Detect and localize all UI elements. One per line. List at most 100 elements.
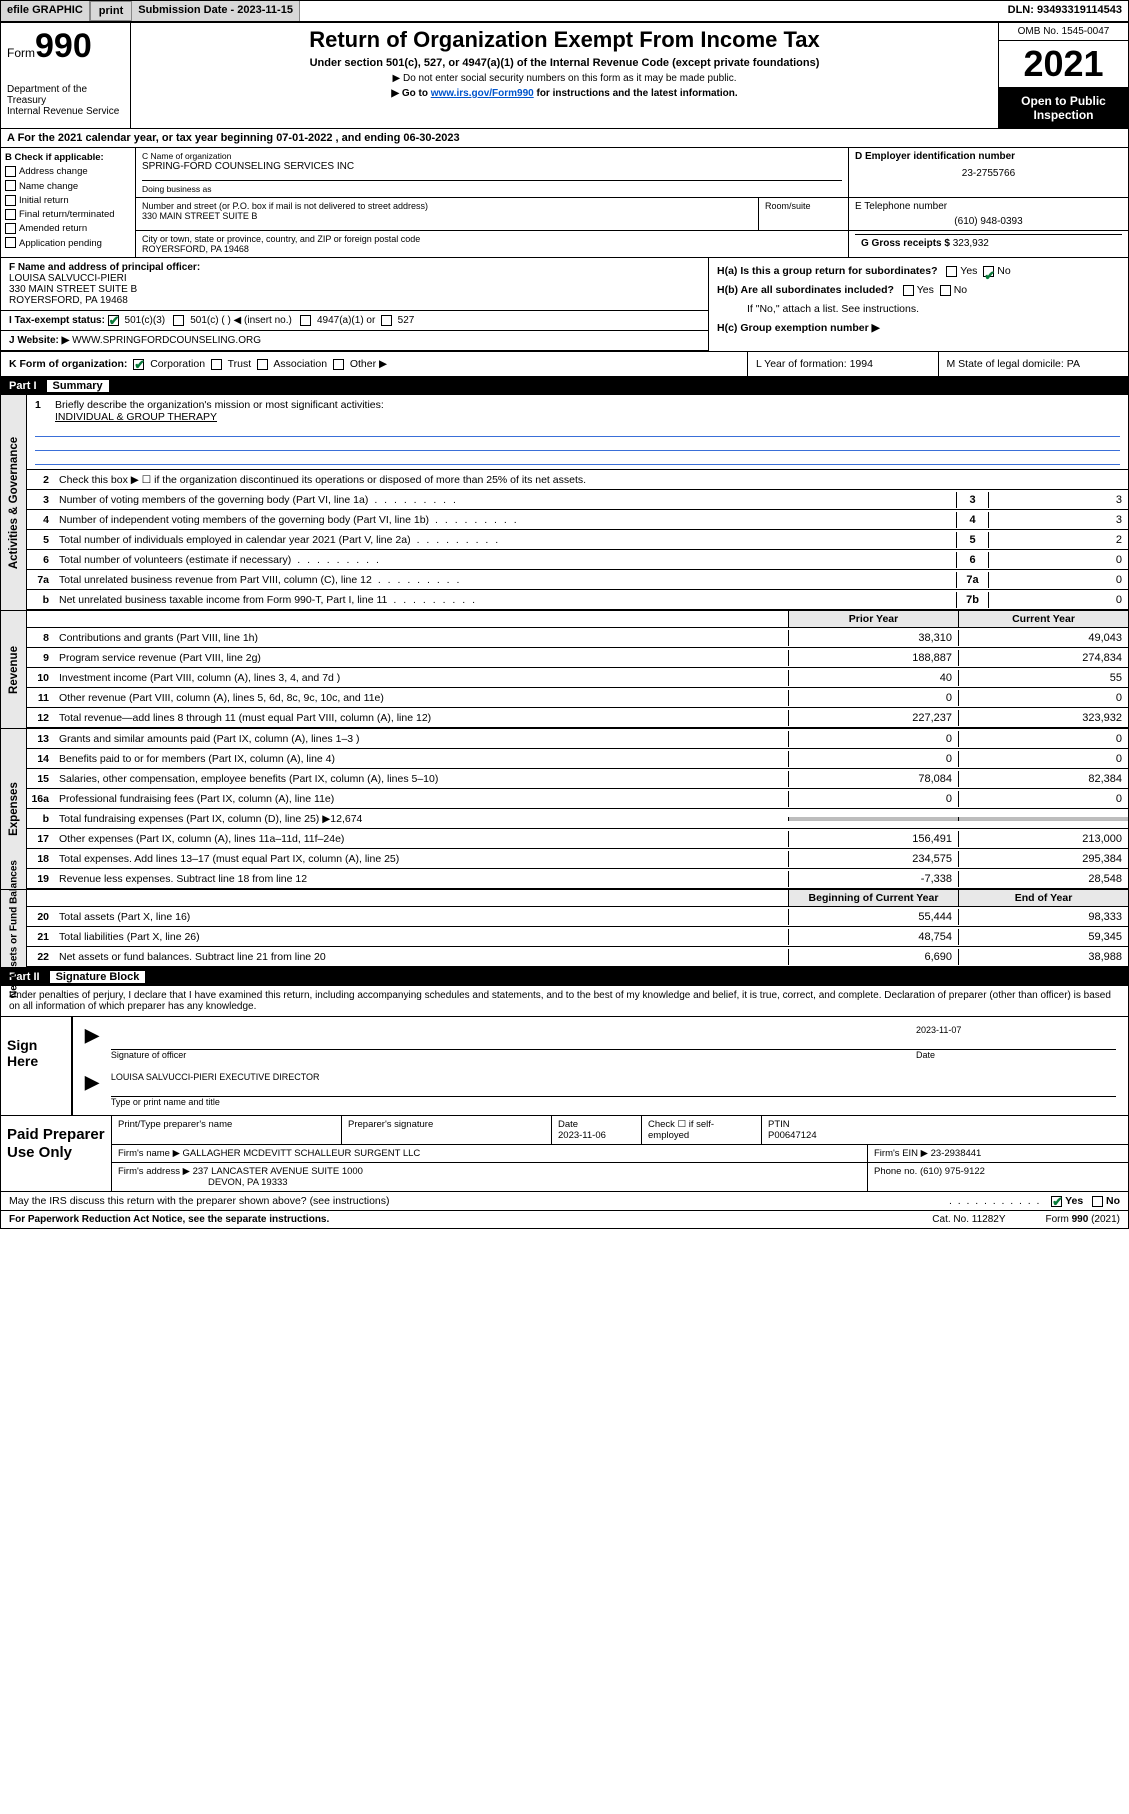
cb-address-change[interactable]: Address change <box>5 165 131 179</box>
discuss-row: May the IRS discuss this return with the… <box>1 1192 1128 1211</box>
footer: For Paperwork Reduction Act Notice, see … <box>1 1211 1128 1228</box>
paid-label: Paid Preparer Use Only <box>1 1116 111 1191</box>
firm-name: GALLAGHER MCDEVITT SCHALLEUR SURGENT LLC <box>183 1148 421 1159</box>
cb-ha-yes[interactable] <box>946 266 957 277</box>
street-box: Number and street (or P.O. box if mail i… <box>136 198 758 230</box>
org-name: SPRING-FORD COUNSELING SERVICES INC <box>142 161 842 172</box>
data-row-10: 10Investment income (Part VIII, column (… <box>27 668 1128 688</box>
block-f-to-k: F Name and address of principal officer:… <box>1 258 1128 352</box>
paid-row3: Firm's address ▶ 237 LANCASTER AVENUE SU… <box>112 1163 1128 1191</box>
col-c-to-g: C Name of organization SPRING-FORD COUNS… <box>136 148 1128 257</box>
cb-ha-no[interactable] <box>983 266 994 277</box>
firm-addr: 237 LANCASTER AVENUE SUITE 1000 <box>193 1166 363 1177</box>
mission-text: INDIVIDUAL & GROUP THERAPY <box>35 411 1120 423</box>
summary-row-7a: 7aTotal unrelated business revenue from … <box>27 570 1128 590</box>
sign-here-label: Sign Here <box>1 1017 71 1115</box>
data-row-9: 9Program service revenue (Part VIII, lin… <box>27 648 1128 668</box>
data-row-21: 21Total liabilities (Part X, line 26)48,… <box>27 927 1128 947</box>
line-f: F Name and address of principal officer:… <box>1 258 708 311</box>
cb-discuss-yes[interactable] <box>1051 1196 1062 1207</box>
spacer <box>300 1 1002 21</box>
officer-printed: LOUISA SALVUCCI-PIERI EXECUTIVE DIRECTOR <box>111 1072 1116 1082</box>
block-b-to-h: B Check if applicable: Address change Na… <box>1 148 1128 258</box>
cat-no: Cat. No. 11282Y <box>932 1214 1005 1225</box>
dept-treasury: Department of the Treasury <box>7 84 124 106</box>
line-i: I Tax-exempt status: 501(c)(3) 501(c) ( … <box>1 311 708 331</box>
note-ssn: ▶ Do not enter social security numbers o… <box>139 73 990 84</box>
rev-header: Prior Year Current Year <box>27 611 1128 628</box>
cb-hb-no[interactable] <box>940 285 951 296</box>
sub-date-label: Submission Date - 2023-11-15 <box>132 1 300 21</box>
sign-date: 2023-11-07 <box>916 1025 1116 1035</box>
arrow-icon: ▶ <box>79 1070 105 1109</box>
line-k: K Form of organization: Corporation Trus… <box>1 352 748 376</box>
form-subtitle: Under section 501(c), 527, or 4947(a)(1)… <box>139 57 990 69</box>
prep-date: 2023-11-06 <box>558 1130 606 1141</box>
cb-corp[interactable] <box>133 359 144 370</box>
header-left: Form990 Department of the Treasury Inter… <box>1 23 131 128</box>
summary-row-3: 3Number of voting members of the governi… <box>27 490 1128 510</box>
form-page: Form 990 (2021) <box>1046 1214 1121 1225</box>
cb-other[interactable] <box>333 359 344 370</box>
side-netassets: Net Assets or Fund Balances <box>8 860 19 998</box>
cb-501c3[interactable] <box>108 315 119 326</box>
dln: DLN: 93493319114543 <box>1002 1 1128 21</box>
cb-assoc[interactable] <box>257 359 268 370</box>
cb-4947[interactable] <box>300 315 311 326</box>
section-netassets: Net Assets or Fund Balances Beginning of… <box>1 890 1128 968</box>
signature-intro: Under penalties of perjury, I declare th… <box>1 986 1128 1017</box>
data-row-15: 15Salaries, other compensation, employee… <box>27 769 1128 789</box>
line-j: J Website: ▶ WWW.SPRINGFORDCOUNSELING.OR… <box>1 331 708 351</box>
gross-receipts: G Gross receipts $ 323,932 <box>855 234 1122 252</box>
irs-link[interactable]: www.irs.gov/Form990 <box>431 88 534 99</box>
firm-phone: (610) 975-9122 <box>920 1166 985 1177</box>
form-990: Form990 Department of the Treasury Inter… <box>0 22 1129 1229</box>
note-link: ▶ Go to www.irs.gov/Form990 for instruct… <box>139 88 990 99</box>
na-header: Beginning of Current Year End of Year <box>27 890 1128 907</box>
website: WWW.SPRINGFORDCOUNSELING.ORG <box>72 335 261 346</box>
line-l: L Year of formation: 1994 <box>748 352 939 376</box>
cb-amended[interactable]: Amended return <box>5 222 131 236</box>
col-g: G Gross receipts $ 323,932 <box>848 231 1128 257</box>
cb-discuss-no[interactable] <box>1092 1196 1103 1207</box>
part1-header: Part I Summary <box>1 377 1128 395</box>
data-row-13: 13Grants and similar amounts paid (Part … <box>27 729 1128 749</box>
col-d: D Employer identification number 23-2755… <box>848 148 1128 197</box>
irs-label: Internal Revenue Service <box>7 106 124 117</box>
data-row-17: 17Other expenses (Part IX, column (A), l… <box>27 829 1128 849</box>
data-row-14: 14Benefits paid to or for members (Part … <box>27 749 1128 769</box>
cb-name-change[interactable]: Name change <box>5 180 131 194</box>
form-title: Return of Organization Exempt From Incom… <box>139 27 990 53</box>
form-number: Form990 <box>7 27 124 66</box>
side-governance: Activities & Governance <box>8 436 20 568</box>
summary-row-4: 4Number of independent voting members of… <box>27 510 1128 530</box>
print-button[interactable]: print <box>90 1 132 21</box>
cb-app-pending[interactable]: Application pending <box>5 237 131 251</box>
data-row-19: 19Revenue less expenses. Subtract line 1… <box>27 869 1128 889</box>
header-right: OMB No. 1545-0047 2021 Open to Public In… <box>998 23 1128 128</box>
data-row-16a: 16aProfessional fundraising fees (Part I… <box>27 789 1128 809</box>
officer-name: LOUISA SALVUCCI-PIERI <box>9 273 700 284</box>
topbar: efile GRAPHIC print Submission Date - 20… <box>0 0 1129 22</box>
data-row-b: bTotal fundraising expenses (Part IX, co… <box>27 809 1128 829</box>
summary-row-5: 5Total number of individuals employed in… <box>27 530 1128 550</box>
cb-527[interactable] <box>381 315 392 326</box>
paid-row2: Firm's name ▶ GALLAGHER MCDEVITT SCHALLE… <box>112 1145 1128 1163</box>
col-b-label: B Check if applicable: <box>5 151 131 165</box>
line-a: A For the 2021 calendar year, or tax yea… <box>1 129 1128 148</box>
suite-box: Room/suite <box>758 198 848 230</box>
mission-block: 1Briefly describe the organization's mis… <box>27 395 1128 470</box>
cb-final-return[interactable]: Final return/terminated <box>5 208 131 222</box>
data-row-8: 8Contributions and grants (Part VIII, li… <box>27 628 1128 648</box>
cb-501c[interactable] <box>173 315 184 326</box>
sign-here-block: Sign Here ▶ 2023-11-07 Signature of offi… <box>1 1017 1128 1116</box>
cb-trust[interactable] <box>211 359 222 370</box>
section-governance: Activities & Governance 1Briefly describ… <box>1 395 1128 611</box>
data-row-11: 11Other revenue (Part VIII, column (A), … <box>27 688 1128 708</box>
efile-label: efile GRAPHIC <box>1 1 90 21</box>
cb-hb-yes[interactable] <box>903 285 914 296</box>
side-expenses: Expenses <box>8 782 20 836</box>
side-revenue: Revenue <box>8 646 20 694</box>
section-expenses: Expenses 13Grants and similar amounts pa… <box>1 729 1128 890</box>
cb-initial-return[interactable]: Initial return <box>5 194 131 208</box>
